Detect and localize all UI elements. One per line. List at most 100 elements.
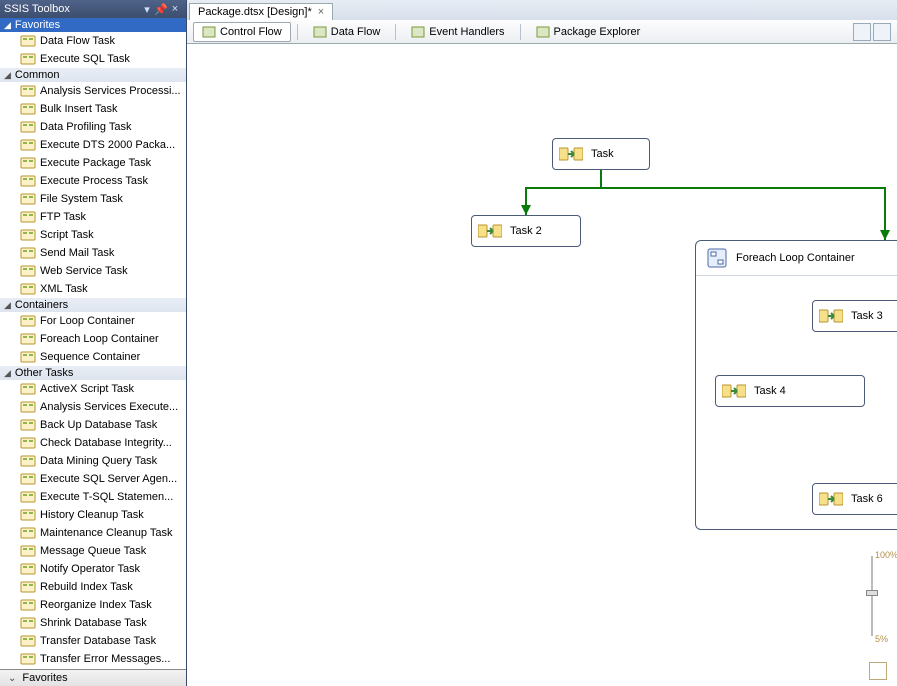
- designer-subtab[interactable]: Control Flow: [193, 22, 291, 42]
- variables-icon[interactable]: [853, 23, 871, 41]
- toolbox-group-header[interactable]: ◢Favorites: [0, 18, 186, 32]
- toolbox-item-label: Execute SQL Task: [40, 53, 130, 65]
- toolbox-item[interactable]: FTP Task: [0, 208, 186, 226]
- toolbox-item[interactable]: Transfer Database Task: [0, 632, 186, 650]
- control-flow-canvas[interactable]: A > B 100% 5% TaskTask 2Foreach Loop Con…: [187, 44, 897, 686]
- task-icon: [722, 382, 746, 400]
- toolbox-item[interactable]: Execute SQL Server Agen...: [0, 470, 186, 488]
- toolbox-item[interactable]: Transfer Error Messages...: [0, 650, 186, 668]
- toolbox-bottom-tab[interactable]: ⌄ Favorites: [0, 669, 186, 686]
- subtab-label: Data Flow: [331, 26, 381, 38]
- task-label: Task 2: [510, 225, 542, 237]
- toolbox-item[interactable]: Sequence Container: [0, 348, 186, 366]
- toolbox-item[interactable]: Data Mining Query Task: [0, 452, 186, 470]
- toolbox-item[interactable]: Web Service Task: [0, 262, 186, 280]
- task-label: Task 4: [754, 385, 786, 397]
- toolbox-item[interactable]: Check Database Integrity...: [0, 434, 186, 452]
- task-node[interactable]: Task 3: [812, 300, 897, 332]
- toolbox-item-label: Foreach Loop Container: [40, 333, 159, 345]
- container-header[interactable]: Foreach Loop Container˄: [696, 241, 897, 276]
- toolbox-group-header[interactable]: ◢Other Tasks: [0, 366, 186, 380]
- task-icon: [20, 349, 36, 365]
- task-icon: [20, 227, 36, 243]
- toolbox-tree: ◢Favorites Data Flow Task Execute SQL Task…: [0, 18, 186, 669]
- task-icon: [20, 579, 36, 595]
- toolbox-item-label: XML Task: [40, 283, 88, 295]
- toolbox-item[interactable]: Execute Package Task: [0, 154, 186, 172]
- container-label: Foreach Loop Container: [736, 252, 855, 264]
- subtab-icon: [411, 25, 425, 39]
- zoom-thumb[interactable]: [866, 590, 878, 596]
- toolbox-group-label: Containers: [15, 299, 68, 311]
- toolbox-item-label: Analysis Services Execute...: [40, 401, 178, 413]
- toolbox-item[interactable]: Analysis Services Execute...: [0, 398, 186, 416]
- designer-subtab[interactable]: Package Explorer: [527, 22, 650, 42]
- toolbox-item-label: Send Mail Task: [40, 247, 114, 259]
- designer-subtab[interactable]: Event Handlers: [402, 22, 513, 42]
- toolbox-item[interactable]: Shrink Database Task: [0, 614, 186, 632]
- toolbox-item-label: Transfer Error Messages...: [40, 653, 170, 665]
- toolbox-item-label: Data Flow Task: [40, 35, 115, 47]
- toolbox-item[interactable]: Execute SQL Task: [0, 50, 186, 68]
- chevron-down-icon: ⌄: [8, 673, 16, 684]
- toolbox-item[interactable]: Script Task: [0, 226, 186, 244]
- toolbox-group-header[interactable]: ◢Containers: [0, 298, 186, 312]
- task-icon: [819, 490, 843, 508]
- toolbox-item-label: Sequence Container: [40, 351, 140, 363]
- task-label: Task: [591, 148, 614, 160]
- toolbox-item-label: Notify Operator Task: [40, 563, 140, 575]
- toolbox-item[interactable]: Data Flow Task: [0, 32, 186, 50]
- subtab-icon: [313, 25, 327, 39]
- toolbox-item-label: Shrink Database Task: [40, 617, 147, 629]
- toolbox-item[interactable]: For Loop Container: [0, 312, 186, 330]
- task-node[interactable]: Task: [552, 138, 650, 170]
- task-node[interactable]: Task 4: [715, 375, 865, 407]
- toolbox-item-label: Data Mining Query Task: [40, 455, 157, 467]
- toolbox-group-header[interactable]: ◢Common: [0, 68, 186, 82]
- toolbox-item[interactable]: Analysis Services Processi...: [0, 82, 186, 100]
- toolbox-item[interactable]: File System Task: [0, 190, 186, 208]
- toolbox-item[interactable]: Maintenance Cleanup Task: [0, 524, 186, 542]
- document-tab-row: Package.dtsx [Design]* ×: [187, 0, 897, 20]
- toolbox-item[interactable]: Bulk Insert Task: [0, 100, 186, 118]
- toolbox-item[interactable]: Foreach Loop Container: [0, 330, 186, 348]
- toolbox-item[interactable]: Data Profiling Task: [0, 118, 186, 136]
- toolbox-item[interactable]: History Cleanup Task: [0, 506, 186, 524]
- task-node[interactable]: Task 6: [812, 483, 897, 515]
- toolbox-item[interactable]: ActiveX Script Task: [0, 380, 186, 398]
- toolbox-dropdown-icon[interactable]: ▾: [140, 2, 154, 16]
- task-icon: [819, 307, 843, 325]
- toolbox-item-label: Maintenance Cleanup Task: [40, 527, 173, 539]
- toolbox-item[interactable]: Execute T-SQL Statemen...: [0, 488, 186, 506]
- toolbox-item[interactable]: Rebuild Index Task: [0, 578, 186, 596]
- toolbox-item[interactable]: Reorganize Index Task: [0, 596, 186, 614]
- toolbox-item[interactable]: Execute Process Task: [0, 172, 186, 190]
- toolbox-item-label: History Cleanup Task: [40, 509, 144, 521]
- toolbox-pin-icon[interactable]: 📌: [154, 2, 168, 16]
- designer-subtab[interactable]: Data Flow: [304, 22, 390, 42]
- document-tab[interactable]: Package.dtsx [Design]* ×: [189, 3, 333, 20]
- ssis-toolbox-panel: SSIS Toolbox ▾ 📌 × ◢FavoritesData Flow T…: [0, 0, 187, 686]
- toolbox-item[interactable]: Notify Operator Task: [0, 560, 186, 578]
- toolbox-item[interactable]: Message Queue Task: [0, 542, 186, 560]
- toolbox-close-icon[interactable]: ×: [168, 2, 182, 16]
- fit-view-icon[interactable]: [869, 662, 887, 680]
- task-icon: [20, 263, 36, 279]
- toolbox-item-label: Script Task: [40, 229, 94, 241]
- task-icon: [20, 615, 36, 631]
- task-node[interactable]: Task 2: [471, 215, 581, 247]
- toolbox-item-label: Data Profiling Task: [40, 121, 132, 133]
- toolbox-item[interactable]: Back Up Database Task: [0, 416, 186, 434]
- toolbox-item-label: File System Task: [40, 193, 123, 205]
- toolbox-item[interactable]: XML Task: [0, 280, 186, 298]
- task-icon: [20, 453, 36, 469]
- toolbox-item-label: ActiveX Script Task: [40, 383, 134, 395]
- toolbox-item[interactable]: Execute DTS 2000 Packa...: [0, 136, 186, 154]
- task-icon: [20, 313, 36, 329]
- document-tab-close-icon[interactable]: ×: [318, 6, 324, 18]
- zoom-slider[interactable]: 100% 5%: [857, 546, 887, 656]
- parameters-icon[interactable]: [873, 23, 891, 41]
- task-icon: [20, 507, 36, 523]
- task-icon: [20, 525, 36, 541]
- toolbox-item[interactable]: Send Mail Task: [0, 244, 186, 262]
